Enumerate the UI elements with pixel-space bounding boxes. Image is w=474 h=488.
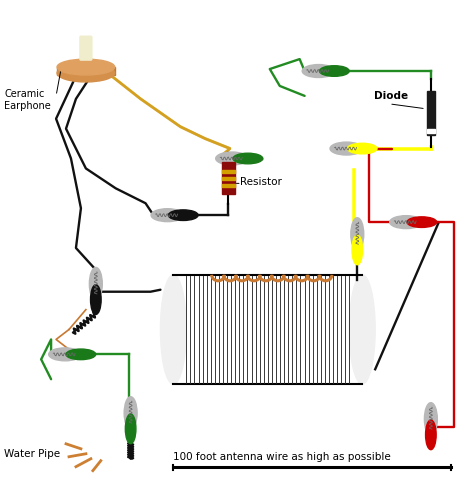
Ellipse shape [302, 64, 335, 78]
Bar [57, 67, 115, 75]
Text: Resistor: Resistor [240, 177, 282, 187]
Ellipse shape [91, 285, 101, 314]
Ellipse shape [390, 216, 422, 228]
Text: 100 foot antenna wire as high as possible: 100 foot antenna wire as high as possibl… [173, 452, 391, 462]
FancyBboxPatch shape [80, 36, 92, 60]
Ellipse shape [57, 59, 115, 75]
Bar [221, 170, 235, 173]
Bar [221, 184, 235, 187]
Bar [221, 163, 235, 194]
Ellipse shape [351, 218, 364, 250]
Ellipse shape [426, 420, 436, 449]
Ellipse shape [125, 414, 136, 444]
Ellipse shape [90, 267, 102, 300]
Ellipse shape [347, 143, 377, 154]
Ellipse shape [151, 209, 184, 222]
Text: Water Pipe: Water Pipe [4, 449, 61, 459]
Ellipse shape [424, 403, 438, 435]
Bar [173, 275, 362, 384]
Bar [427, 91, 435, 135]
Ellipse shape [330, 142, 363, 155]
Ellipse shape [66, 349, 96, 360]
Ellipse shape [233, 153, 263, 164]
Ellipse shape [349, 275, 375, 384]
Ellipse shape [407, 217, 437, 227]
Ellipse shape [124, 397, 137, 429]
Bar [427, 129, 435, 133]
Text: Diode: Diode [374, 91, 408, 101]
Ellipse shape [216, 152, 248, 165]
Ellipse shape [319, 66, 349, 76]
Text: Ceramic
Earphone: Ceramic Earphone [4, 89, 51, 110]
Ellipse shape [168, 210, 198, 221]
Ellipse shape [57, 64, 115, 82]
Ellipse shape [352, 235, 363, 265]
Bar [221, 177, 235, 180]
Ellipse shape [49, 348, 82, 361]
Ellipse shape [161, 275, 186, 384]
